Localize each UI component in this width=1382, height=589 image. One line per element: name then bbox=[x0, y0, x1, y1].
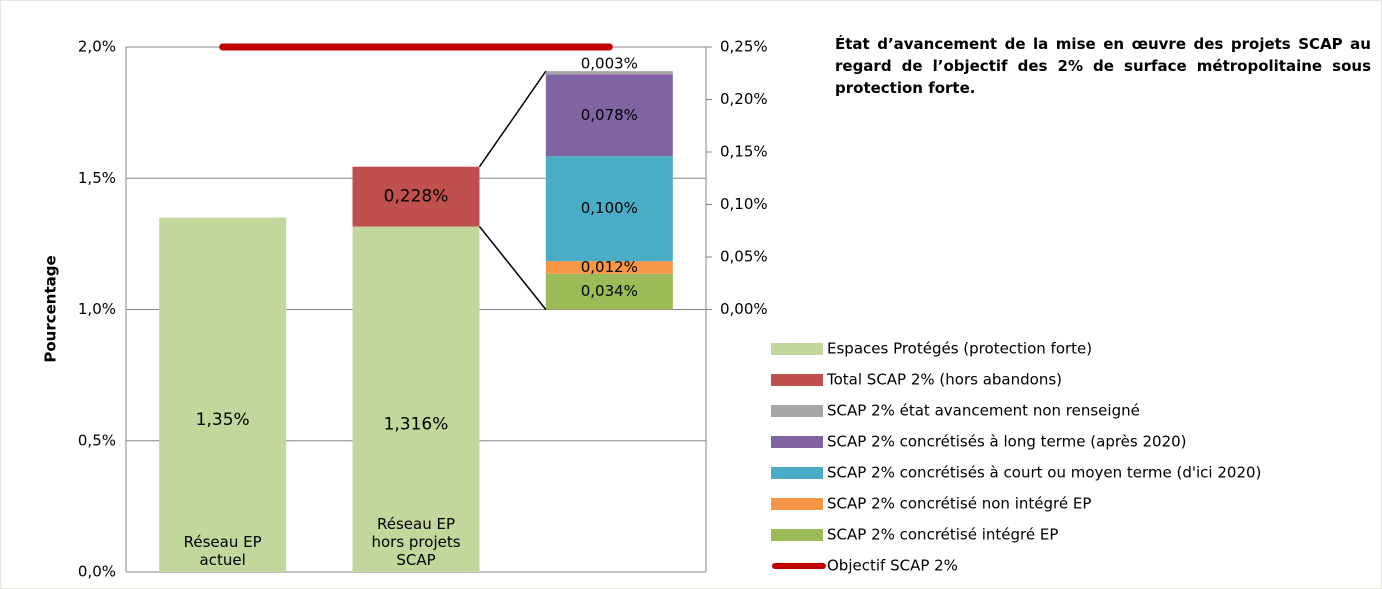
bar bbox=[545, 71, 673, 75]
legend-label: SCAP 2% concrétisé intégré EP bbox=[827, 526, 1058, 544]
chart-title: État d’avancement de la mise en œuvre de… bbox=[835, 35, 1371, 97]
y-tick-label: 2,0% bbox=[78, 38, 116, 56]
legend-label: SCAP 2% concrétisés à long terme (après … bbox=[827, 433, 1187, 451]
y2-tick-label: 0,25% bbox=[720, 38, 768, 56]
y-tick-label: 1,5% bbox=[78, 169, 116, 187]
legend-label: SCAP 2% état avancement non renseigné bbox=[827, 402, 1140, 420]
y-tick-label: 0,5% bbox=[78, 431, 116, 449]
connector bbox=[478, 70, 547, 168]
y-tick-label: 0,0% bbox=[78, 563, 116, 581]
bar bbox=[545, 74, 673, 157]
bar bbox=[159, 217, 287, 572]
value-label: 0,012% bbox=[581, 258, 638, 276]
legend-swatch bbox=[771, 436, 823, 448]
legend-swatch bbox=[771, 374, 823, 386]
y2-tick-label: 0,15% bbox=[720, 143, 768, 161]
legend-swatch bbox=[771, 343, 823, 355]
legend-label: SCAP 2% concrétisés à court ou moyen ter… bbox=[827, 464, 1261, 482]
legend-swatch bbox=[771, 529, 823, 541]
connector bbox=[478, 226, 547, 310]
bar bbox=[545, 261, 673, 274]
value-label: 0,078% bbox=[581, 106, 638, 124]
legend-swatch bbox=[771, 405, 823, 417]
legend-label: Total SCAP 2% (hors abandons) bbox=[826, 371, 1062, 389]
bar bbox=[545, 273, 673, 310]
x-tick-label: Réseau EP actuel bbox=[183, 533, 262, 569]
y2-tick-label: 0,20% bbox=[720, 90, 768, 108]
legend-label: Espaces Protégés (protection forte) bbox=[827, 340, 1092, 358]
y2-tick-label: 0,10% bbox=[720, 195, 768, 213]
y-axis-label: Pourcentage bbox=[42, 255, 60, 362]
bar bbox=[352, 166, 480, 227]
value-label: 0,003% bbox=[581, 55, 638, 73]
y-tick-label: 1,0% bbox=[78, 300, 116, 318]
value-label: 0,034% bbox=[581, 282, 638, 300]
x-tick-label: Réseau EP hors projets SCAP bbox=[371, 515, 461, 569]
value-label: 1,35% bbox=[196, 410, 250, 430]
value-label: 0,228% bbox=[384, 187, 449, 207]
legend-swatch bbox=[771, 467, 823, 479]
legend-label: Objectif SCAP 2% bbox=[827, 557, 958, 575]
bar bbox=[352, 226, 480, 573]
legend-label: SCAP 2% concrétisé non intégré EP bbox=[827, 495, 1091, 513]
legend-swatch bbox=[771, 498, 823, 510]
value-label: 1,316% bbox=[384, 414, 449, 434]
bar bbox=[545, 156, 673, 262]
y2-tick-label: 0,05% bbox=[720, 248, 768, 266]
y2-tick-label: 0,00% bbox=[720, 300, 768, 318]
value-label: 0,100% bbox=[581, 199, 638, 217]
